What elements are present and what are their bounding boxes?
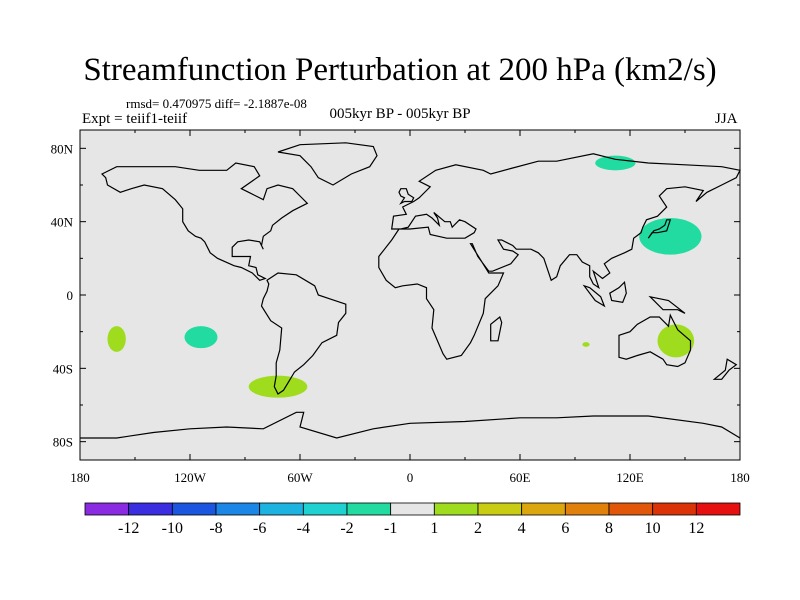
colorbar-label: -6 [253, 520, 266, 537]
colorbar-swatch [433, 502, 479, 516]
japan-coastline [647, 219, 672, 239]
colorbar-label: 8 [605, 520, 613, 537]
lon-tick-label: 60W [287, 470, 313, 485]
greenland-coastline [277, 142, 378, 186]
colorbar-swatch [652, 502, 697, 516]
season-label: JJA [715, 111, 738, 127]
south-pacific-west-anomaly [107, 326, 126, 352]
colorbar-swatch [302, 502, 348, 516]
arctic-siberia-anomaly [595, 155, 636, 171]
drake-passage-anomaly [248, 375, 308, 398]
colorbar-label: -10 [162, 520, 183, 537]
indian-ocean-anomaly [582, 342, 590, 347]
stats-label: rmsd= 0.470975 diff= -2.1887e-08 [126, 96, 307, 111]
colorbar-label: -1 [384, 520, 397, 537]
colorbar-label: 4 [518, 520, 526, 537]
colorbar-swatch [477, 502, 523, 516]
colorbar-label: 12 [688, 520, 704, 537]
colorbar-label: -4 [297, 520, 310, 537]
lat-tick-label: 80S [53, 435, 73, 450]
sumatra-coastline [582, 284, 606, 308]
colorbar-swatch [84, 502, 130, 516]
colorbar-swatch [390, 502, 435, 516]
colorbar-label: 10 [645, 520, 661, 537]
lon-tick-label: 180 [70, 470, 90, 485]
madagascar-coastline [490, 315, 503, 342]
eurasia-africa-coastline [378, 153, 741, 360]
australia-coastline [618, 313, 692, 368]
australia-anomaly [657, 324, 695, 358]
colorbar-swatch [608, 502, 654, 516]
colorbar-swatch [564, 502, 610, 516]
west-pacific-anomaly [639, 218, 702, 255]
lat-tick-label: 40S [53, 361, 73, 376]
colorbar-swatch [215, 502, 261, 516]
new-guinea-coastline [648, 295, 686, 314]
colorbar-swatch [171, 502, 217, 516]
colorbar-swatch [695, 502, 741, 516]
colorbar-label: 6 [561, 520, 569, 537]
colorbar-label: 1 [430, 520, 438, 537]
lon-tick-label: 60E [510, 470, 531, 485]
british-isles-coastline [398, 188, 415, 205]
lon-tick-label: 120W [174, 470, 207, 485]
colorbar-label: 2 [474, 520, 482, 537]
period-label: 005kyr BP - 005kyr BP [329, 106, 471, 122]
colorbar-label: -12 [118, 520, 139, 537]
map-background [80, 130, 740, 460]
north-america-coastline [100, 162, 309, 281]
borneo-coastline [609, 280, 627, 303]
new-zealand-coastline [712, 358, 738, 380]
colorbar-label: -8 [209, 520, 222, 537]
south-pacific-central-anomaly [184, 326, 218, 349]
colorbar-swatch [259, 502, 304, 516]
colorbar-swatch [128, 502, 173, 516]
colorbar-swatch [521, 502, 566, 516]
experiment-label: Expt = teiif1-teiif [82, 111, 188, 127]
colorbar-label: -2 [340, 520, 353, 537]
colorbar-swatch [346, 502, 392, 516]
lat-tick-label: 80N [51, 141, 74, 156]
figure-title: Streamfunction Perturbation at 200 hPa (… [83, 52, 717, 88]
lon-tick-label: 0 [407, 470, 414, 485]
lon-tick-label: 120E [616, 470, 644, 485]
lat-tick-label: 0 [67, 288, 74, 303]
lon-tick-label: 180 [730, 470, 750, 485]
antarctica-coastline [80, 411, 741, 439]
south-america-coastline [260, 272, 347, 395]
lat-tick-label: 40N [51, 215, 74, 230]
